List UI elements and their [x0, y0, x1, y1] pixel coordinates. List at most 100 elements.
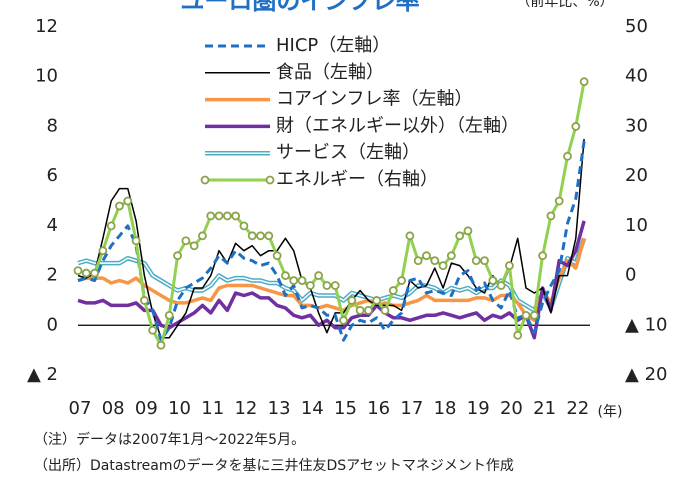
- x-tick-label: 07: [69, 398, 92, 419]
- marker: [256, 231, 265, 241]
- marker: [422, 251, 431, 261]
- legend-label: 食品（左軸）: [276, 62, 384, 83]
- marker: [90, 268, 99, 278]
- marker: [339, 315, 348, 325]
- y2-tick-label: 30: [625, 115, 648, 136]
- marker: [272, 251, 282, 261]
- marker: [73, 266, 83, 276]
- marker: [239, 221, 249, 231]
- marker: [206, 211, 216, 221]
- marker: [322, 281, 332, 290]
- series-line: [77, 141, 586, 342]
- y-unit: （前年比、%）: [516, 0, 613, 10]
- marker: [471, 256, 481, 266]
- x-tick-label: 10: [168, 398, 191, 419]
- marker: [297, 276, 307, 285]
- marker: [81, 268, 91, 278]
- x-tick-label: 18: [434, 398, 457, 419]
- marker: [397, 276, 406, 285]
- x-tick-label: 20: [500, 398, 523, 419]
- x-tick-label: 14: [301, 398, 324, 419]
- marker: [281, 271, 290, 280]
- marker: [264, 231, 274, 241]
- x-tick-label: 09: [135, 398, 158, 419]
- marker: [198, 231, 207, 241]
- y2-tick-label: 50: [625, 16, 648, 37]
- x-unit: (年): [598, 404, 623, 420]
- y2-tick-label: 0: [625, 265, 636, 286]
- x-tick-label: 13: [268, 398, 291, 419]
- legend-label: コアインフレ率（左軸）: [276, 89, 473, 110]
- note: （注）データは2007年1月～2022年5月。: [34, 431, 305, 448]
- note: （出所）Datastreamのデータを基に三井住友DSアセットマネジメント作成: [34, 457, 514, 474]
- marker: [513, 330, 523, 340]
- y-tick-label: 12: [35, 16, 58, 37]
- marker: [156, 340, 166, 350]
- y2-tick-label: ▲ 10: [625, 314, 667, 335]
- marker: [131, 236, 141, 246]
- marker: [181, 236, 191, 246]
- marker: [455, 231, 465, 241]
- marker: [496, 281, 506, 290]
- x-tick-label: 11: [201, 398, 224, 419]
- marker: [521, 310, 531, 320]
- marker: [480, 256, 489, 266]
- x-tick-label: 08: [102, 398, 125, 419]
- marker: [405, 231, 415, 241]
- y-tick-label: 8: [47, 115, 58, 136]
- y2-tick-label: 20: [625, 165, 648, 186]
- marker: [148, 325, 158, 335]
- legend-label: 財（エネルギー以外）（左軸）: [276, 115, 519, 136]
- marker: [347, 296, 357, 305]
- marker: [579, 77, 589, 87]
- marker: [289, 276, 299, 285]
- marker: [139, 296, 149, 305]
- marker: [123, 196, 133, 206]
- marker: [563, 151, 572, 161]
- marker: [446, 251, 456, 261]
- y2-tick-label: 40: [625, 66, 648, 87]
- marker: [538, 251, 548, 261]
- marker: [222, 211, 232, 221]
- marker: [214, 211, 224, 221]
- marker: [529, 310, 539, 320]
- marker: [546, 211, 556, 221]
- marker: [115, 201, 124, 211]
- y-tick-label: 10: [35, 66, 58, 87]
- x-tick-label: 17: [400, 398, 423, 419]
- marker: [463, 226, 473, 236]
- marker: [330, 281, 340, 290]
- x-tick-label: 12: [234, 398, 257, 419]
- x-tick-label: 16: [367, 398, 390, 419]
- marker: [430, 256, 440, 266]
- marker: [363, 305, 373, 315]
- legend-label: サービス（左軸）: [276, 142, 420, 163]
- y2-tick-label: 10: [625, 215, 648, 236]
- marker: [388, 286, 398, 295]
- marker: [106, 221, 116, 231]
- marker: [380, 305, 390, 315]
- y-tick-label: 4: [47, 215, 58, 236]
- marker: [438, 261, 448, 271]
- series-line: [77, 237, 587, 313]
- marker: [372, 296, 382, 305]
- x-tick-label: 22: [566, 398, 589, 419]
- marker: [488, 276, 498, 285]
- marker: [189, 241, 199, 251]
- marker: [247, 231, 257, 241]
- y-tick-label: 2: [47, 265, 58, 286]
- y-tick-label: ▲ 2: [27, 364, 58, 385]
- marker: [505, 261, 514, 271]
- y-tick-label: 0: [47, 314, 58, 335]
- series-line: [77, 220, 586, 340]
- legend-marker: [265, 175, 275, 185]
- legend-marker: [200, 175, 210, 185]
- marker: [571, 122, 581, 131]
- marker: [554, 196, 564, 206]
- marker: [173, 251, 182, 261]
- marker: [413, 256, 423, 266]
- series-line: [77, 237, 586, 323]
- marker: [164, 310, 174, 320]
- legend-label: エネルギー（右軸）: [276, 169, 438, 190]
